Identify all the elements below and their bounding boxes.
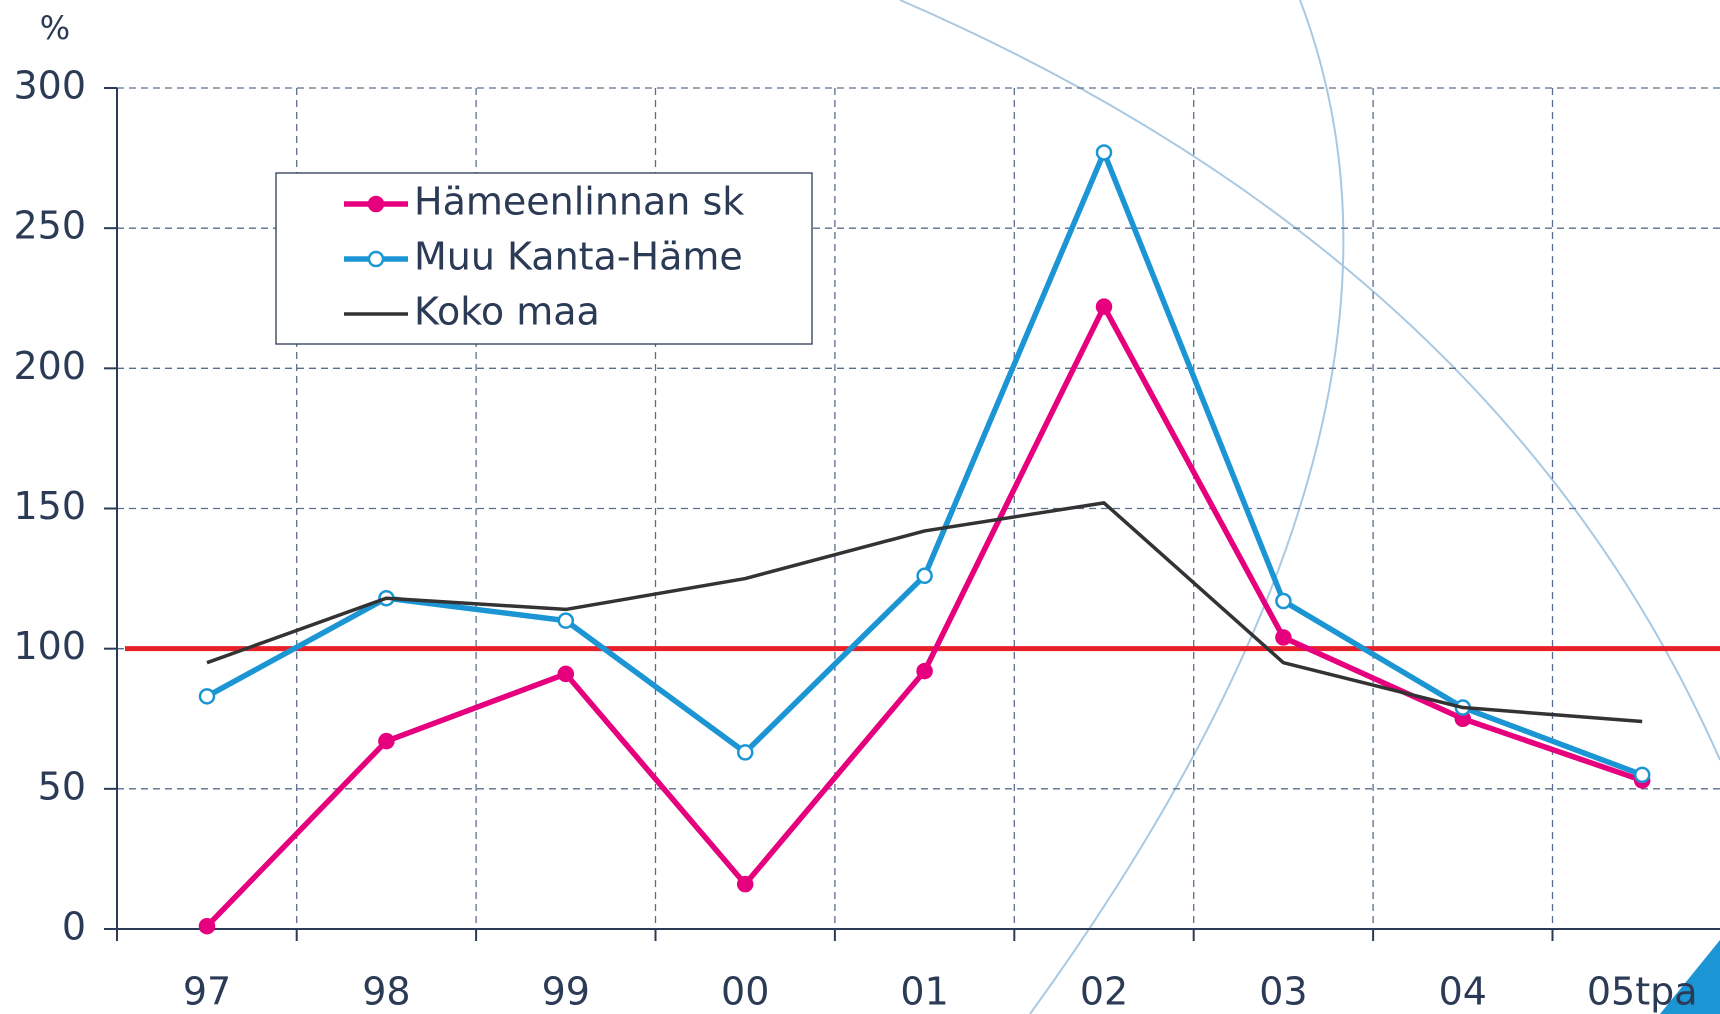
y-axis-label: %	[40, 9, 70, 47]
point	[379, 734, 393, 748]
decoration	[900, 0, 1720, 1014]
point	[200, 689, 214, 703]
x-tick-label: 05tpa	[1587, 970, 1698, 1014]
x-tick-label: 03	[1259, 970, 1307, 1014]
point	[200, 919, 214, 933]
y-tick-label: 300	[13, 64, 86, 108]
x-tick-label: 02	[1080, 970, 1128, 1014]
point	[738, 745, 752, 759]
x-tick-label: 00	[721, 970, 769, 1014]
x-tick-label: 97	[183, 970, 231, 1014]
legend-marker	[369, 252, 383, 266]
point	[918, 569, 932, 583]
point	[559, 614, 573, 628]
legend-label: Muu Kanta-Häme	[414, 235, 743, 279]
x-tick-label: 99	[542, 970, 590, 1014]
x-tick-label: 98	[362, 970, 410, 1014]
legend-marker	[369, 197, 383, 211]
legend-label: Koko maa	[414, 290, 600, 334]
series-line	[207, 307, 1642, 927]
y-tick-label: 150	[13, 484, 86, 528]
decor-arc	[900, 0, 1720, 760]
chart: % 0 50 100 150 200 250 300 97 98 99 00 01 02 03 04 05tp…	[0, 0, 1720, 1014]
y-tick-label: 50	[38, 764, 86, 808]
point	[918, 664, 932, 678]
point	[1097, 300, 1111, 314]
point	[1097, 145, 1111, 159]
point	[1276, 630, 1290, 644]
y-tick-label: 250	[13, 204, 86, 248]
point	[1276, 594, 1290, 608]
x-tick-label: 04	[1439, 970, 1487, 1014]
y-tick-label: 200	[13, 344, 86, 388]
point	[1635, 768, 1649, 782]
y-tick-label: 0	[62, 905, 86, 949]
y-tick-label: 100	[13, 624, 86, 668]
point	[738, 877, 752, 891]
x-tick-label: 01	[900, 970, 948, 1014]
point	[559, 667, 573, 681]
legend: Hämeenlinnan sk Muu Kanta-Häme Koko maa	[276, 173, 812, 344]
legend-label: Hämeenlinnan sk	[414, 180, 744, 224]
